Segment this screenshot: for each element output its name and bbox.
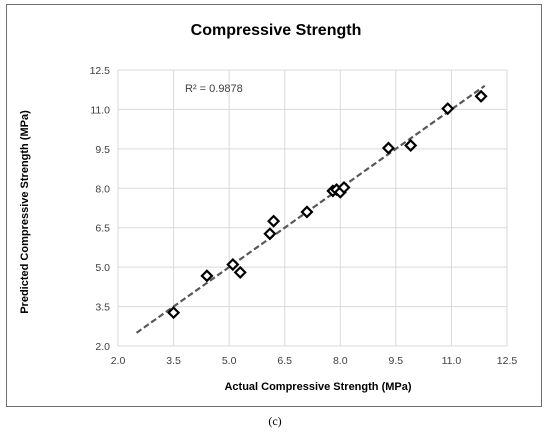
y-tick-label: 8.0 (95, 183, 110, 195)
data-points (167, 89, 488, 320)
trendline (135, 84, 486, 334)
y-tick-label: 12.5 (90, 65, 111, 77)
y-tick-label: 5.0 (95, 262, 110, 274)
x-axis-label: Actual Compressive Strength (MPa) (224, 381, 411, 393)
figure-caption: (c) (268, 414, 282, 428)
x-tick-label: 5.0 (222, 355, 237, 367)
y-axis-label: Predicted Compressive Strength (MPa) (19, 110, 31, 314)
y-tick-label: 3.5 (95, 302, 110, 314)
data-point (474, 89, 488, 103)
gridlines (117, 69, 508, 347)
data-point (404, 138, 418, 152)
chart-frame: 2.0 3.5 5.0 6.5 8.0 9.5 11.0 12.5 2.0 3.5 5.0 6.5 8.… (6, 4, 542, 407)
x-tick-label: 9.5 (389, 355, 404, 367)
r-squared-annotation: R² = 0.9878 (185, 83, 243, 95)
data-point (226, 257, 240, 272)
data-point (300, 205, 314, 219)
data-point (267, 214, 281, 228)
data-point (381, 141, 396, 155)
x-tick-label: 3.5 (166, 355, 181, 367)
data-point (200, 269, 214, 283)
y-tick-label: 2.0 (95, 341, 110, 353)
x-tick-label: 2.0 (111, 355, 126, 367)
data-point (233, 265, 247, 279)
chart-title: Compressive Strength (191, 22, 362, 39)
x-tick-label: 12.5 (497, 355, 518, 367)
y-tick-label: 6.5 (95, 223, 110, 235)
x-tick-label: 8.0 (333, 355, 348, 367)
x-tick-label: 6.5 (277, 355, 292, 367)
data-point (337, 180, 351, 195)
y-tick-label: 11.0 (90, 104, 110, 116)
data-point (167, 306, 181, 320)
data-point (441, 102, 455, 116)
data-point (263, 227, 277, 241)
x-tick-label: 11.0 (442, 355, 462, 367)
scatter-chart: 2.0 3.5 5.0 6.5 8.0 9.5 11.0 12.5 2.0 3.5 5.0 6.5 8.… (19, 22, 518, 393)
y-tick-label: 9.5 (95, 144, 110, 156)
trendline-layer (135, 84, 486, 334)
tick-labels: 2.0 3.5 5.0 6.5 8.0 9.5 11.0 12.5 2.0 3.5 5.0 6.5 8.… (90, 65, 518, 367)
